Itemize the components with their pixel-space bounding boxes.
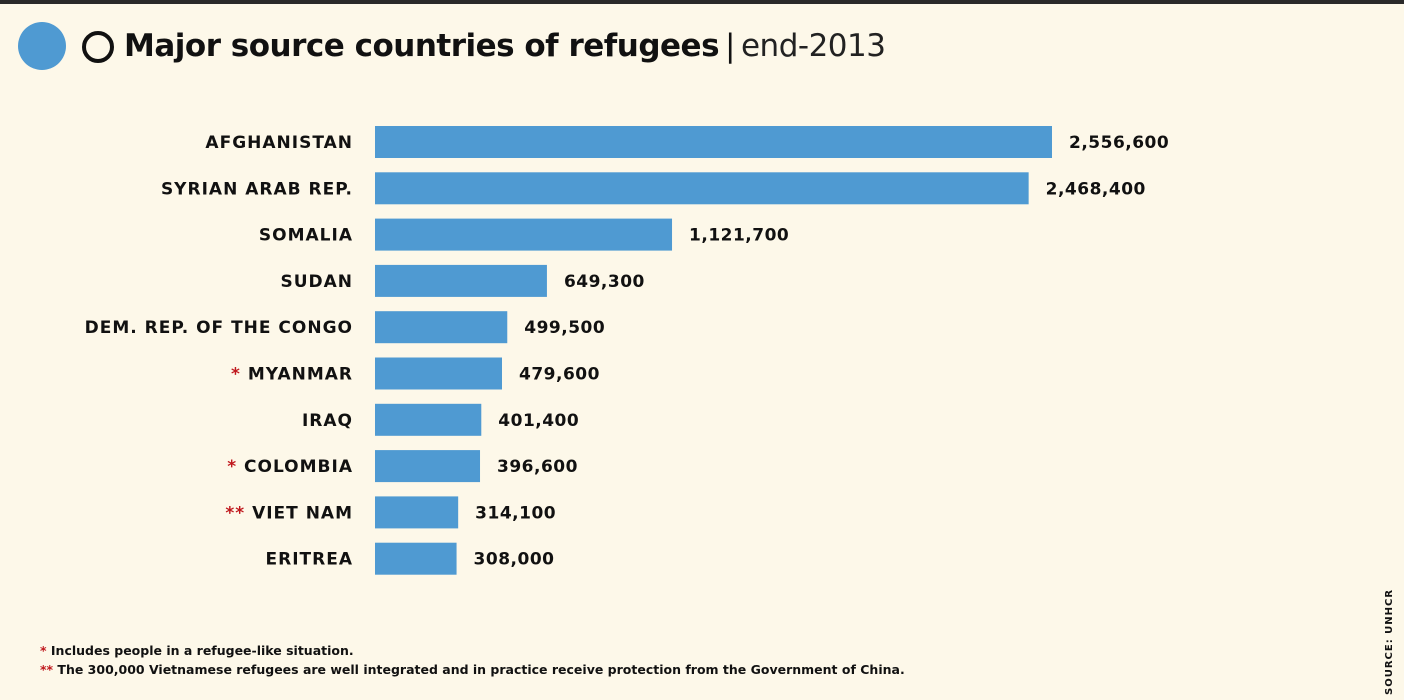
bar xyxy=(375,542,457,575)
category-name: MYANMAR xyxy=(248,365,353,385)
footnote-marker: * xyxy=(40,643,47,658)
bar-row: ** VIET NAM 314,100 xyxy=(225,496,556,529)
bar-row: * MYANMAR 479,600 xyxy=(231,357,600,390)
bar-row: DEM. REP. OF THE CONGO 499,500 xyxy=(85,311,605,344)
footnote-text: The 300,000 Vietnamese refugees are well… xyxy=(53,662,905,677)
bar xyxy=(375,357,503,390)
asterisk-marker: ** xyxy=(225,503,252,523)
bar-row: SYRIAN ARAB REP. 2,468,400 xyxy=(161,172,1146,205)
category-label: ERITREA xyxy=(266,550,353,570)
category-name: DEM. REP. OF THE CONGO xyxy=(85,318,353,338)
bar-row: IRAQ 401,400 xyxy=(302,403,579,436)
right-border xyxy=(1404,0,1407,700)
bar xyxy=(375,172,1029,205)
bar-row: AFGHANISTAN 2,556,600 xyxy=(205,126,1169,158)
asterisk-marker: * xyxy=(227,457,244,477)
value-label: 499,500 xyxy=(524,318,605,338)
bar xyxy=(375,450,481,483)
source-credit: SOURCE: UNHCR xyxy=(1384,588,1395,695)
bar xyxy=(375,264,547,297)
bar xyxy=(375,311,508,344)
footnote-marker: ** xyxy=(40,662,54,677)
category-name: VIET NAM xyxy=(252,503,353,523)
category-name: IRAQ xyxy=(302,411,353,431)
category-name: SYRIAN ARAB REP. xyxy=(161,179,353,199)
value-label: 314,100 xyxy=(475,503,556,523)
category-label: DEM. REP. OF THE CONGO xyxy=(85,318,353,338)
bar-row: * COLOMBIA 396,600 xyxy=(227,450,578,483)
bar-row: SOMALIA 1,121,700 xyxy=(259,218,789,251)
category-label: ** VIET NAM xyxy=(225,503,353,523)
value-label: 649,300 xyxy=(564,272,645,292)
bar-row: SUDAN 649,300 xyxy=(280,264,645,297)
top-border xyxy=(0,0,1407,4)
category-name: COLOMBIA xyxy=(244,457,353,477)
bar xyxy=(375,496,459,529)
category-name: SOMALIA xyxy=(259,226,353,246)
value-label: 396,600 xyxy=(497,457,578,477)
category-name: AFGHANISTAN xyxy=(205,133,353,153)
category-label: SUDAN xyxy=(280,272,353,292)
bar-row: ERITREA 308,000 xyxy=(266,542,555,575)
footnote-1: * Includes people in a refugee-like situ… xyxy=(40,641,905,660)
value-label: 1,121,700 xyxy=(689,226,789,246)
value-label: 401,400 xyxy=(498,411,579,431)
category-label: * COLOMBIA xyxy=(227,457,353,477)
value-label: 479,600 xyxy=(519,365,600,385)
logo xyxy=(18,22,114,74)
category-label: AFGHANISTAN xyxy=(205,133,353,153)
bar-chart: AFGHANISTAN 2,556,600 SYRIAN ARAB REP. 2,46… xyxy=(85,126,1169,575)
bar xyxy=(375,403,482,436)
category-name: SUDAN xyxy=(280,272,353,292)
category-label: IRAQ xyxy=(302,411,353,431)
value-label: 2,556,600 xyxy=(1069,133,1169,153)
filled-circle-icon xyxy=(18,22,66,70)
chart-title: Major source countries of refugees | end-2… xyxy=(124,28,886,64)
category-name: ERITREA xyxy=(266,550,353,570)
category-label: SOMALIA xyxy=(259,226,353,246)
category-label: SYRIAN ARAB REP. xyxy=(161,179,353,199)
title-subtitle: end-2013 xyxy=(740,28,886,64)
footnote-2: ** The 300,000 Vietnamese refugees are w… xyxy=(40,660,905,679)
bar xyxy=(375,126,1052,158)
title-separator: | xyxy=(725,28,735,64)
footnotes: * Includes people in a refugee-like situ… xyxy=(40,641,905,679)
bar xyxy=(375,218,673,251)
category-label: * MYANMAR xyxy=(231,365,353,385)
value-label: 308,000 xyxy=(474,550,555,570)
asterisk-marker: * xyxy=(231,365,248,385)
title-main: Major source countries of refugees xyxy=(124,28,720,64)
ring-circle-icon xyxy=(82,31,114,63)
footnote-text: Includes people in a refugee-like situat… xyxy=(46,643,354,658)
value-label: 2,468,400 xyxy=(1046,179,1146,199)
